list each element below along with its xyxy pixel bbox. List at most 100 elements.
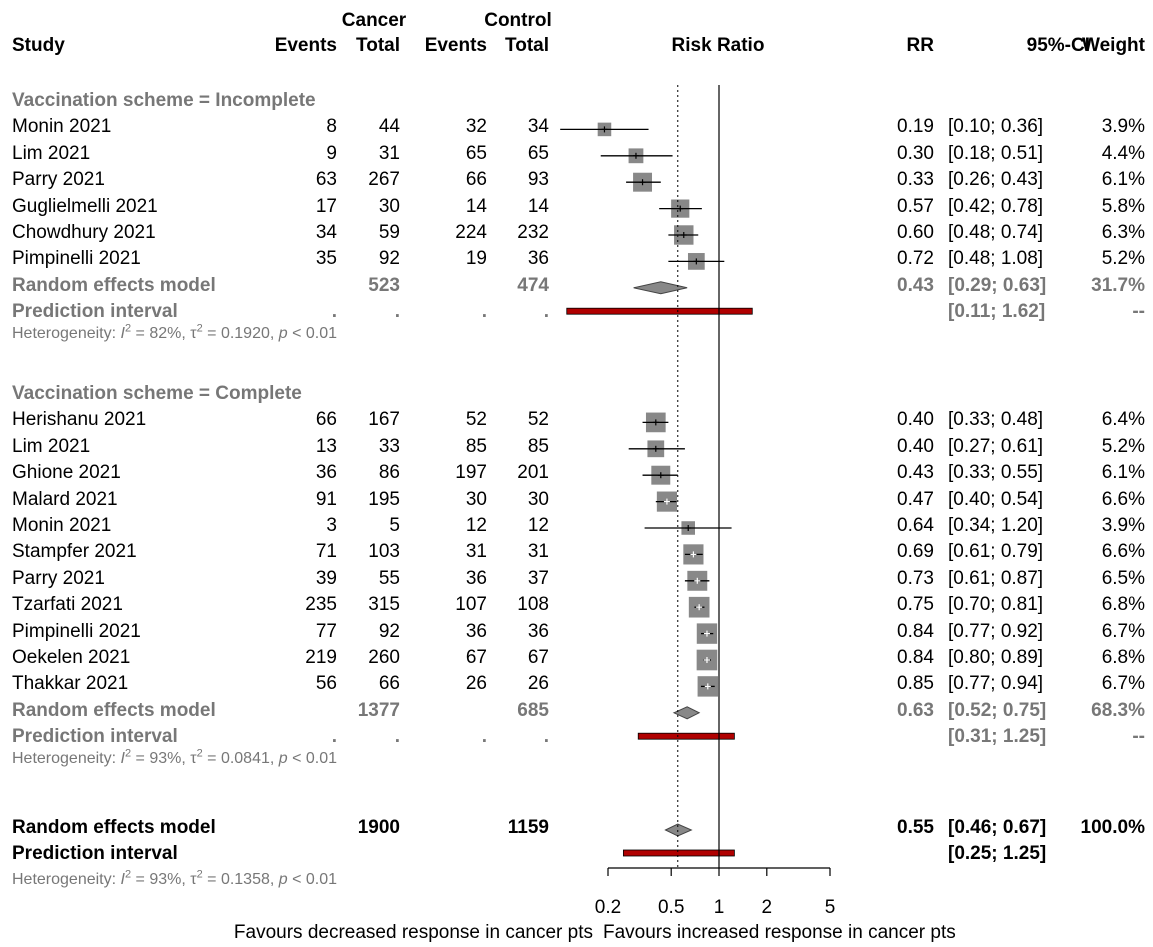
header-ci: 95%-CI — [1026, 35, 1090, 56]
ci-value: [0.18; 0.51] — [948, 142, 1044, 164]
weight-value: 6.8% — [1101, 647, 1145, 668]
prediction-bar — [637, 732, 735, 740]
weight-value: 6.4% — [1101, 409, 1145, 431]
het-tau-value: = 0.1358, — [202, 871, 279, 888]
rr-value: 0.57 — [897, 195, 934, 217]
het-superscript: 2 — [196, 747, 203, 760]
overall-cancer-total: 1900 — [357, 817, 400, 838]
control-events: 52 — [465, 409, 487, 431]
subgroup-model-weight: 68.3% — [1091, 699, 1145, 721]
control-events: 14 — [465, 195, 487, 217]
control-total: 30 — [527, 488, 549, 510]
control-total: 36 — [527, 620, 549, 642]
control-total: 31 — [527, 541, 549, 563]
cancer-events: 13 — [315, 435, 337, 457]
study-name: Lim 2021 — [12, 142, 91, 164]
study-name: Thakkar 2021 — [12, 673, 129, 695]
ci-value: [0.70; 0.81] — [948, 594, 1044, 616]
control-total: 65 — [527, 142, 549, 164]
control-total: 14 — [527, 195, 549, 217]
rr-value: 0.75 — [897, 594, 934, 616]
cancer-total: 92 — [378, 248, 400, 270]
cancer-events: 34 — [315, 222, 337, 243]
subgroup-model-rr: 0.63 — [897, 699, 934, 721]
control-events: 65 — [465, 142, 487, 164]
overall-model-label: Random effects model — [12, 817, 216, 838]
prediction-bar — [566, 307, 753, 315]
subgroup-model-cancer-total: 1377 — [357, 699, 400, 721]
prediction-dot: . — [331, 726, 337, 748]
het-p-symbol: p — [278, 749, 288, 767]
het-superscript: 2 — [124, 322, 132, 335]
het-i2-value: = 82%, — [131, 324, 191, 342]
weight-value: 5.2% — [1101, 435, 1145, 457]
overall-diamond — [664, 823, 693, 837]
overall-control-total: 1159 — [507, 817, 549, 838]
weight-value: 6.7% — [1101, 673, 1145, 695]
het-p-symbol: p — [278, 871, 288, 888]
study-name: Stampfer 2021 — [12, 541, 137, 563]
overall-weight: 100.0% — [1080, 817, 1145, 838]
header-control-events: Events — [424, 35, 487, 56]
weight-value: 3.9% — [1101, 515, 1145, 536]
het-p-value: < 0.01 — [287, 749, 338, 767]
control-events: 36 — [465, 620, 487, 642]
study-name: Pimpinelli 2021 — [12, 620, 141, 642]
subgroup-model-label: Random effects model — [12, 274, 216, 296]
study-name: Guglielmelli 2021 — [12, 195, 158, 217]
prediction-interval-weight: -- — [1132, 726, 1145, 748]
control-total: 12 — [527, 515, 549, 536]
ci-value: [0.80; 0.89] — [948, 647, 1044, 668]
rr-value: 0.33 — [897, 169, 934, 191]
cancer-events: 77 — [315, 620, 337, 642]
ci-value: [0.40; 0.54] — [948, 488, 1044, 510]
cancer-total: 59 — [378, 222, 400, 243]
overall-prediction-bar — [622, 849, 735, 857]
control-total: 201 — [517, 462, 549, 484]
header-rr: RR — [906, 35, 934, 56]
study-name: Ghione 2021 — [12, 462, 121, 484]
subgroup-model-cancer-total: 523 — [368, 274, 400, 296]
prediction-interval-label: Prediction interval — [12, 301, 178, 323]
subgroup-label: Vaccination scheme = Complete — [12, 383, 302, 404]
cancer-events: 9 — [326, 142, 337, 164]
cancer-total: 315 — [368, 594, 400, 616]
prediction-interval-ci: [0.11; 1.62] — [948, 301, 1046, 323]
prediction-dot: . — [331, 301, 337, 323]
heterogeneity-text: Heterogeneity: I2 = 93%, τ2 = 0.1358, p … — [12, 868, 337, 890]
header-risk-ratio: Risk Ratio — [671, 35, 765, 56]
rr-value: 0.19 — [897, 116, 934, 138]
control-events: 26 — [465, 673, 487, 695]
weight-value: 6.7% — [1101, 620, 1145, 642]
weight-value: 6.8% — [1101, 594, 1145, 616]
subgroup-model-control-total: 474 — [517, 274, 549, 296]
x-tick-label: 2 — [761, 897, 773, 918]
weight-value: 3.9% — [1101, 116, 1145, 138]
study-name: Monin 2021 — [12, 515, 112, 536]
prediction-interval-ci: [0.31; 1.25] — [948, 726, 1047, 748]
het-i2-value: = 93%, — [131, 749, 191, 767]
cancer-events: 39 — [315, 567, 337, 589]
study-name: Monin 2021 — [12, 116, 112, 138]
cancer-total: 103 — [368, 541, 400, 563]
weight-value: 6.6% — [1101, 488, 1145, 510]
ci-value: [0.33; 0.55] — [948, 462, 1044, 484]
rr-value: 0.40 — [897, 409, 934, 431]
subgroup-model-control-total: 685 — [517, 699, 549, 721]
control-events: 67 — [465, 647, 487, 668]
cancer-total: 167 — [368, 409, 400, 431]
cancer-total: 55 — [378, 567, 400, 589]
control-total: 52 — [527, 409, 549, 431]
control-events: 32 — [465, 116, 487, 138]
cancer-total: 195 — [368, 488, 400, 510]
study-name: Pimpinelli 2021 — [12, 248, 141, 270]
rr-value: 0.72 — [897, 248, 934, 270]
control-events: 31 — [465, 541, 487, 563]
overall-ci: [0.46; 0.67] — [948, 817, 1047, 838]
het-superscript: 2 — [196, 868, 203, 881]
ci-value: [0.33; 0.48] — [948, 409, 1044, 431]
het-p-value: < 0.01 — [287, 324, 338, 342]
het-tau-symbol: τ — [190, 871, 197, 888]
